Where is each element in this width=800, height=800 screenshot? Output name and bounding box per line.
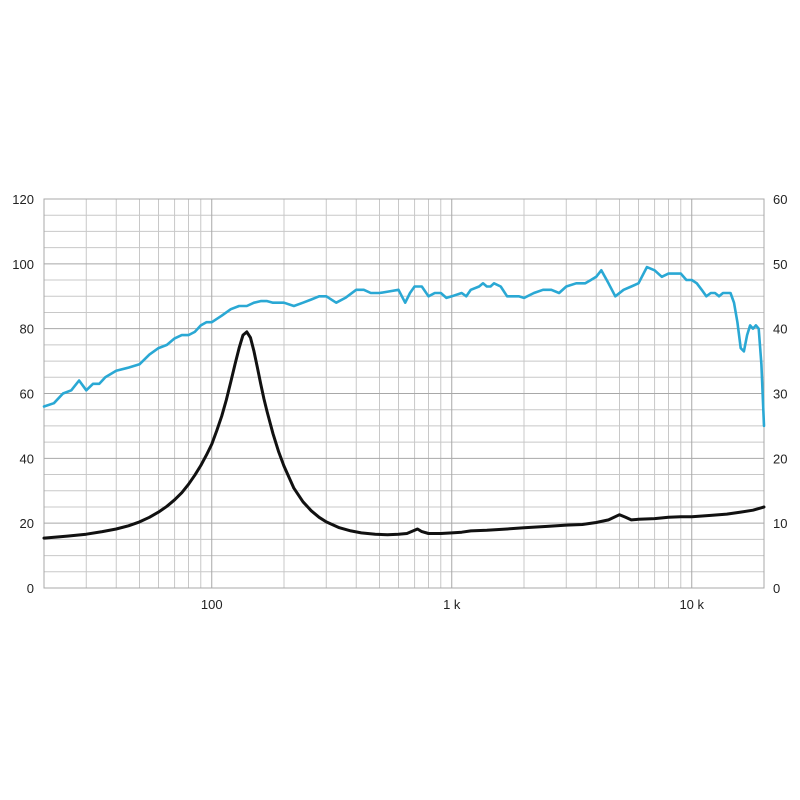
y-left-tick-label: 120 bbox=[12, 192, 34, 207]
y-right-tick-label: 60 bbox=[773, 192, 787, 207]
bottom-axis: 100 1 k 10 k bbox=[201, 597, 705, 612]
y-left-tick-label: 80 bbox=[20, 322, 34, 337]
series-layer bbox=[42, 265, 766, 540]
y-left-tick-label: 40 bbox=[20, 451, 34, 466]
series-line-blue bbox=[42, 265, 766, 428]
y-right-tick-label: 20 bbox=[773, 451, 787, 466]
grid-major bbox=[43, 198, 765, 589]
y-left-tick-label: 20 bbox=[20, 516, 34, 531]
y-left-tick-label: 100 bbox=[12, 257, 34, 272]
y-right-tick-label: 50 bbox=[773, 257, 787, 272]
y-right-tick-label: 10 bbox=[773, 516, 787, 531]
series-line-black bbox=[42, 330, 766, 540]
x-tick-label: 10 k bbox=[679, 597, 704, 612]
x-tick-label: 1 k bbox=[443, 597, 461, 612]
y-left-tick-label: 60 bbox=[20, 387, 34, 402]
y-right-tick-label: 30 bbox=[773, 387, 787, 402]
plot-frame bbox=[43, 198, 765, 589]
y-right-tick-label: 0 bbox=[773, 581, 780, 596]
right-axis: 0 10 20 30 40 50 60 bbox=[773, 192, 787, 596]
left-axis: 0 20 40 60 80 100 120 bbox=[12, 192, 34, 596]
y-left-tick-label: 0 bbox=[27, 581, 34, 596]
x-tick-label: 100 bbox=[201, 597, 223, 612]
y-right-tick-label: 40 bbox=[773, 322, 787, 337]
